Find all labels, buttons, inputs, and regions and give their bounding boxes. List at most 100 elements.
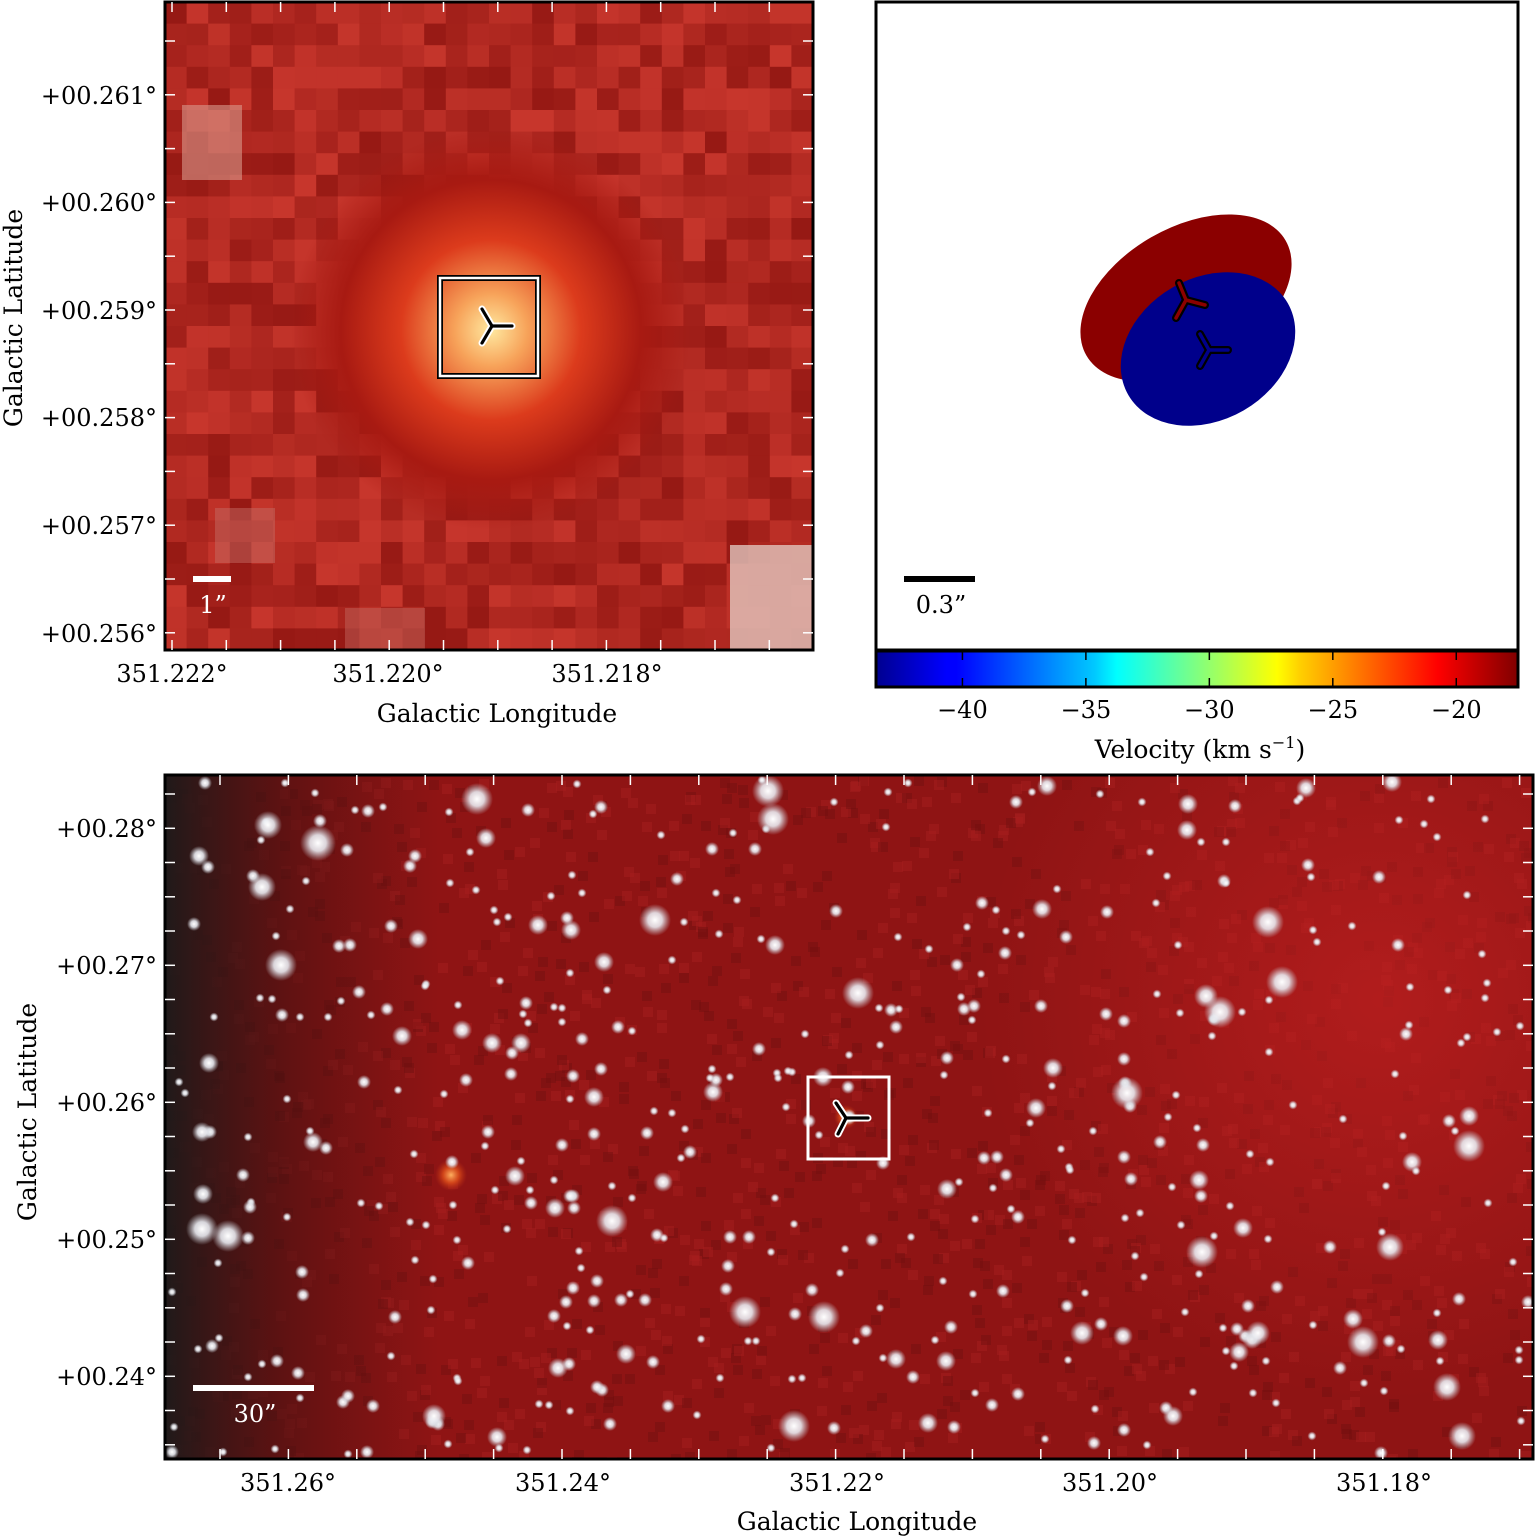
colorbar-label-close: )	[1295, 735, 1305, 764]
colorbar-tick-labels: −40 −35 −30 −25 −20	[937, 696, 1482, 724]
star	[1374, 1446, 1388, 1459]
star	[198, 776, 212, 790]
star	[999, 1168, 1013, 1182]
star	[1379, 1386, 1389, 1396]
star	[361, 804, 375, 818]
star	[1186, 1236, 1218, 1268]
star	[865, 1233, 879, 1247]
star	[1047, 1081, 1057, 1091]
star	[523, 1018, 533, 1028]
star	[559, 1295, 573, 1309]
star	[482, 1033, 502, 1053]
star	[257, 1359, 267, 1369]
star	[241, 1231, 255, 1245]
star	[696, 1334, 706, 1344]
star	[1087, 1436, 1101, 1450]
star	[303, 1132, 323, 1152]
star	[788, 1307, 802, 1321]
star	[1323, 1240, 1337, 1254]
star	[189, 846, 209, 866]
star	[461, 783, 493, 815]
star	[587, 1127, 601, 1141]
star	[243, 1132, 253, 1142]
star	[213, 1258, 223, 1268]
star	[380, 1002, 394, 1016]
star	[212, 1220, 244, 1252]
star	[518, 1009, 528, 1019]
field-x-tick-label: 351.26°	[240, 1469, 336, 1497]
colorbar-tick-label: −20	[1431, 696, 1482, 724]
star	[1120, 1213, 1130, 1223]
star	[1435, 1356, 1445, 1366]
star	[1306, 872, 1316, 882]
star	[187, 917, 201, 931]
star	[1209, 1231, 1219, 1241]
star	[667, 955, 677, 965]
star	[1482, 978, 1492, 988]
field-x-tick-label: 351.20°	[1062, 1469, 1158, 1497]
star	[893, 932, 903, 942]
star	[566, 1069, 580, 1083]
star	[778, 1410, 810, 1442]
star	[1359, 1378, 1369, 1388]
star	[1515, 1021, 1525, 1031]
field-scalebar-label: 30”	[234, 1400, 277, 1428]
star	[1113, 1326, 1133, 1346]
star	[1111, 1077, 1143, 1109]
star	[1252, 906, 1284, 938]
star	[1088, 1126, 1098, 1136]
star	[835, 1268, 845, 1278]
bright-star	[422, 1404, 446, 1428]
star	[1100, 905, 1114, 919]
field-panel: 30” +00.28° +00.27° +00.26° +00.25° +00.…	[13, 773, 1535, 1536]
star	[1163, 1406, 1183, 1426]
star	[516, 1156, 526, 1166]
star	[1308, 925, 1318, 935]
star	[453, 1376, 463, 1386]
star	[886, 1349, 906, 1369]
star	[676, 1153, 686, 1163]
star	[1521, 1295, 1533, 1309]
field-x-tick-label: 351.18°	[1336, 1469, 1432, 1497]
star	[840, 1244, 850, 1254]
star	[1462, 890, 1472, 900]
star	[1450, 1126, 1460, 1136]
star	[805, 1283, 819, 1297]
star	[1333, 1361, 1347, 1375]
star	[728, 828, 738, 838]
field-x-tick-label: 351.24°	[515, 1469, 611, 1497]
star	[976, 969, 986, 979]
star	[295, 1265, 309, 1279]
star	[186, 1213, 218, 1245]
star	[461, 1256, 475, 1270]
field-y-tick-label: +00.28°	[56, 815, 157, 843]
star	[1312, 937, 1322, 947]
star	[1347, 1326, 1379, 1358]
field-y-tick-labels: +00.28° +00.27° +00.26° +00.25° +00.24°	[56, 815, 157, 1391]
star	[1338, 1114, 1348, 1124]
star	[990, 1150, 1004, 1164]
star	[1027, 787, 1037, 797]
star	[443, 1439, 453, 1449]
star	[1037, 776, 1057, 796]
star	[567, 1201, 581, 1215]
star	[169, 1422, 179, 1432]
star	[1264, 995, 1274, 1005]
field-y-tick-label: +00.25°	[56, 1226, 157, 1254]
star	[1117, 1423, 1131, 1437]
star	[667, 1108, 677, 1118]
zoom-scalebar-label: 1”	[199, 591, 227, 619]
star	[1394, 815, 1404, 825]
star	[1052, 884, 1062, 894]
star	[683, 1145, 697, 1159]
star	[991, 905, 1001, 915]
star	[384, 919, 398, 933]
star	[270, 1444, 280, 1454]
star	[756, 934, 766, 944]
star	[918, 1413, 938, 1433]
star	[996, 1284, 1010, 1298]
star	[282, 1212, 292, 1222]
star	[603, 1417, 617, 1431]
star	[656, 830, 666, 840]
star	[265, 949, 297, 981]
